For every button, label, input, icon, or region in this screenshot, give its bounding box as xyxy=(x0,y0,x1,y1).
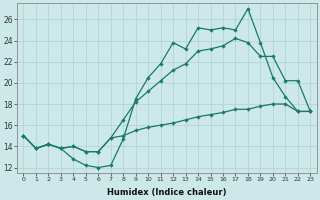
X-axis label: Humidex (Indice chaleur): Humidex (Indice chaleur) xyxy=(107,188,227,197)
